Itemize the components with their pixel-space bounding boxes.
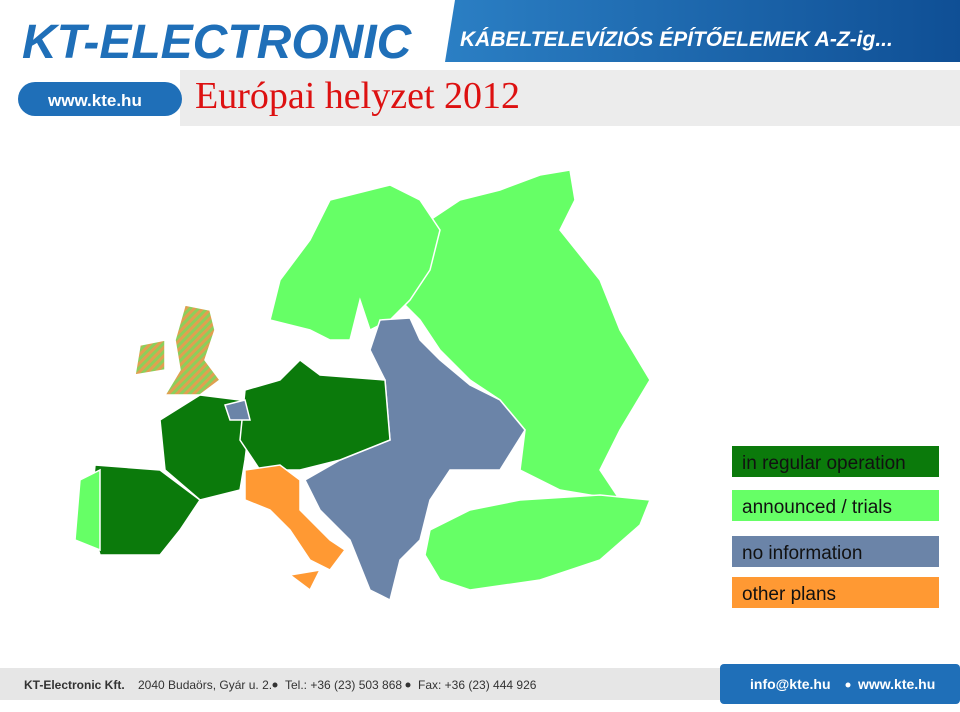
footer-website: www.kte.hu	[857, 676, 935, 692]
tagline: KÁBELTELEVÍZIÓS ÉPÍTŐELEMEK A-Z-ig...	[460, 27, 893, 51]
legend-swatch	[732, 490, 939, 521]
region	[134, 339, 166, 376]
region	[74, 468, 101, 552]
region	[269, 184, 441, 341]
website-pill	[18, 82, 182, 116]
legend-label: other plans	[742, 584, 836, 605]
footer-fax: Fax: +36 (23) 444 926	[418, 678, 537, 692]
footer-phone: Tel.: +36 (23) 503 868	[285, 678, 402, 692]
footer-company: KT-Electronic Kft.	[24, 678, 125, 692]
region	[159, 394, 251, 501]
region	[288, 569, 322, 592]
footer-address: 2040 Budaörs, Gyár u. 2.	[138, 678, 272, 692]
legend-swatch	[732, 536, 939, 567]
legend-swatch	[732, 446, 939, 477]
bullet	[845, 682, 851, 688]
legend-label: announced / trials	[742, 497, 892, 518]
legend-label: in regular operation	[742, 453, 906, 474]
region	[239, 359, 391, 471]
legend-label: no information	[742, 543, 862, 564]
header-banner	[445, 0, 960, 62]
region	[224, 399, 251, 421]
footer-pill	[720, 664, 960, 704]
bullet	[272, 682, 278, 688]
map	[74, 169, 652, 602]
logo: KT-ELECTRONIC	[22, 16, 413, 69]
title-band	[180, 70, 960, 126]
bullet	[405, 682, 411, 688]
legend-swatch	[732, 577, 939, 608]
footer-email: info@kte.hu	[750, 676, 831, 692]
website: www.kte.hu	[47, 91, 142, 110]
region	[244, 464, 347, 571]
legend: in regular operation announced / trials no…	[732, 446, 939, 608]
title: Európai helyzet 2012	[195, 75, 520, 117]
region	[424, 494, 652, 591]
region	[163, 304, 222, 396]
